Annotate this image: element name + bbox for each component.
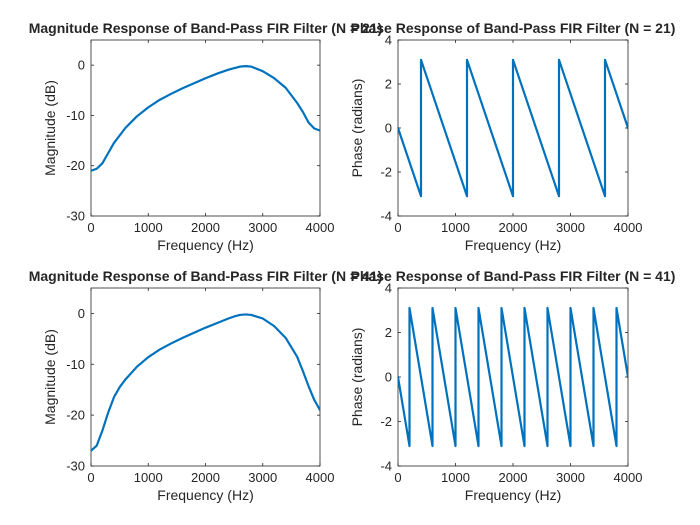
y-tick-label: -4 <box>380 459 392 474</box>
chart-title: Magnitude Response of Band-Pass FIR Filt… <box>29 20 383 36</box>
x-tick-label: 0 <box>87 220 94 235</box>
chart-title: Phase Response of Band-Pass FIR Filter (… <box>351 268 676 284</box>
subplot-2: 0 1000 2000 3000 4000 4 2 0 -2 -4 Phase Response o… <box>349 20 675 253</box>
x-axis-label: Frequency (Hz) <box>465 487 561 503</box>
x-tick-label: 4000 <box>614 220 643 235</box>
axes-box <box>90 39 321 217</box>
y-tick-label: 4 <box>385 33 392 48</box>
x-tick-label: 3000 <box>556 220 585 235</box>
y-tick-label: -10 <box>66 357 85 372</box>
chart-title: Magnitude Response of Band-Pass FIR Filt… <box>29 268 383 284</box>
series-line-1 <box>398 58 628 198</box>
chart-title: Phase Response of Band-Pass FIR Filter (… <box>351 20 676 36</box>
x-tick-label: 3000 <box>248 470 277 485</box>
x-tick-label: 1000 <box>441 220 470 235</box>
x-tick-label: 1000 <box>441 470 470 485</box>
subplot-3: 0 1000 2000 3000 4000 0 -10 -20 -30 Magnitude Res… <box>29 268 383 503</box>
series-line-1 <box>91 65 320 172</box>
y-axis-label: Magnitude (dB) <box>42 80 58 176</box>
x-axis-label: Frequency (Hz) <box>157 237 253 253</box>
x-tick-label: 4000 <box>306 220 335 235</box>
y-tick-label: -2 <box>380 165 392 180</box>
x-tick-label: 2000 <box>499 470 528 485</box>
x-tick-label: 0 <box>394 220 401 235</box>
y-tick-label: -20 <box>66 408 85 423</box>
x-tick-label: 3000 <box>248 220 277 235</box>
y-tick-label: 0 <box>385 370 392 385</box>
y-tick-label: -2 <box>380 414 392 429</box>
y-tick-label: -30 <box>66 459 85 474</box>
series-line-1 <box>91 313 320 452</box>
series-line-1 <box>398 306 628 448</box>
y-tick-label: 2 <box>385 77 392 92</box>
x-tick-label: 1000 <box>134 220 163 235</box>
y-tick-label: -30 <box>66 209 85 224</box>
y-tick-label: -10 <box>66 108 85 123</box>
x-tick-label: 0 <box>87 470 94 485</box>
y-tick-label: 4 <box>385 281 392 296</box>
x-tick-label: 2000 <box>499 220 528 235</box>
y-tick-label: -20 <box>66 158 85 173</box>
y-axis-label: Phase (radians) <box>349 79 365 178</box>
subplot-4: 0 1000 2000 3000 4000 4 2 0 -2 -4 Phase Response o… <box>349 268 675 503</box>
x-axis-label: Frequency (Hz) <box>465 237 561 253</box>
x-tick-label: 4000 <box>614 470 643 485</box>
y-tick-label: -4 <box>380 209 392 224</box>
y-axis-label: Magnitude (dB) <box>42 329 58 425</box>
x-axis-label: Frequency (Hz) <box>157 487 253 503</box>
subplot-1: 0 1000 2000 3000 4000 0 -10 -20 -30 Magnitude Res… <box>29 20 383 253</box>
x-tick-label: 0 <box>394 470 401 485</box>
x-tick-label: 4000 <box>306 470 335 485</box>
x-tick-label: 2000 <box>191 220 220 235</box>
x-tick-label: 1000 <box>134 470 163 485</box>
x-tick-label: 2000 <box>191 470 220 485</box>
y-axis-label: Phase (radians) <box>349 328 365 427</box>
y-tick-label: 0 <box>78 306 85 321</box>
y-tick-label: 0 <box>385 121 392 136</box>
axes-box <box>90 287 321 467</box>
y-tick-label: 2 <box>385 325 392 340</box>
x-tick-label: 3000 <box>556 470 585 485</box>
y-tick-label: 0 <box>78 58 85 73</box>
